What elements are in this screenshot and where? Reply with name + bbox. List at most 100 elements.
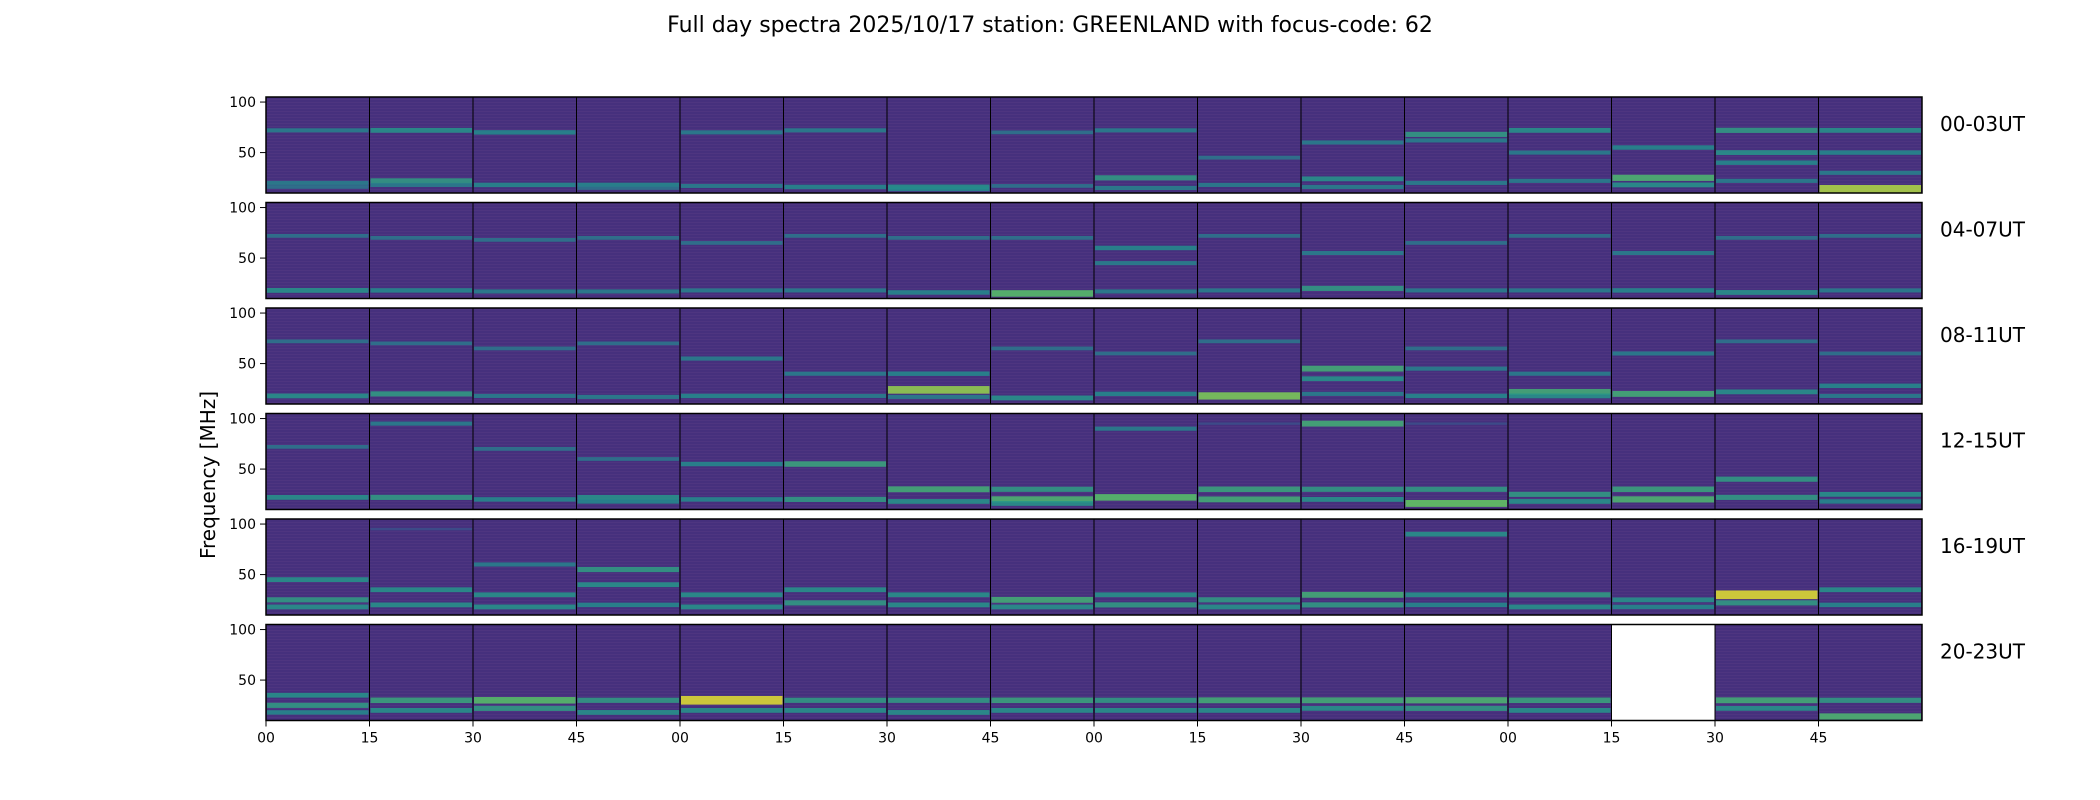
spectral-band — [784, 371, 886, 376]
spectral-band — [267, 233, 369, 238]
spectral-band — [1819, 697, 1921, 703]
spectral-band — [1095, 261, 1197, 266]
panel-texture — [473, 624, 577, 721]
spectral-band — [1509, 288, 1611, 293]
spectrum-panel — [1404, 202, 1508, 299]
spectrum-panel — [1714, 519, 1819, 615]
spectrum-panel — [679, 519, 784, 615]
spectral-band — [1612, 174, 1714, 181]
spectral-band — [1405, 241, 1507, 245]
panel-texture — [1715, 308, 1819, 404]
spectral-band — [1095, 391, 1197, 397]
spectral-band — [1302, 591, 1404, 598]
spectral-band — [1509, 491, 1611, 497]
spectral-band — [784, 600, 886, 606]
spectrum-panel — [990, 519, 1094, 615]
spectral-band — [267, 710, 369, 715]
spectrum-panel — [472, 97, 577, 193]
spectrum-panel — [576, 413, 680, 510]
spectral-band — [370, 391, 472, 397]
x-tick-label: 00 — [1499, 731, 1517, 747]
spectral-band — [784, 393, 886, 398]
spectrum-panel — [886, 519, 991, 615]
spectral-band — [1716, 590, 1818, 600]
panel-texture — [1197, 308, 1301, 404]
spectral-band — [1405, 131, 1507, 137]
spectral-band — [784, 707, 886, 713]
spectral-band — [474, 697, 576, 704]
spectrum-panel — [1818, 413, 1922, 510]
spectral-band — [1716, 476, 1818, 482]
spectral-band — [1198, 155, 1300, 160]
y-tick-label: 50 — [238, 251, 256, 267]
spectral-band — [1405, 422, 1507, 425]
spectrum-panel — [783, 202, 887, 299]
spectral-band — [1198, 496, 1300, 503]
spectral-band — [784, 461, 886, 467]
spectral-band — [991, 596, 1093, 603]
spectral-band — [888, 290, 990, 295]
y-tick-label: 100 — [229, 95, 256, 111]
spectral-band — [577, 494, 679, 500]
spectral-band — [370, 182, 472, 187]
spectrum-panel — [1611, 202, 1715, 299]
spectral-band — [1819, 170, 1921, 175]
y-tick-label: 50 — [238, 146, 256, 162]
spectral-band — [1405, 138, 1507, 143]
panel-texture — [266, 202, 370, 299]
spectrum-panel — [576, 202, 680, 299]
spectrum-panel — [576, 519, 680, 615]
spectral-band — [1716, 705, 1818, 711]
spectral-band — [991, 496, 1093, 503]
spectral-band — [1095, 351, 1197, 356]
row-frame — [265, 518, 1923, 616]
spectral-band — [1509, 592, 1611, 598]
spectral-band — [1405, 602, 1507, 608]
spectral-band — [1095, 426, 1197, 431]
spectral-band — [784, 184, 886, 190]
spectrum-panel — [1300, 519, 1405, 615]
spectral-band — [888, 697, 990, 703]
panel-texture — [783, 308, 887, 404]
spectral-band — [784, 288, 886, 293]
spectrum-panel — [1611, 519, 1715, 615]
spectrum-panel — [1197, 308, 1301, 404]
spectral-band — [1612, 390, 1714, 397]
y-tick-label: 50 — [238, 673, 256, 689]
spectral-band — [474, 497, 576, 502]
spectral-band — [991, 130, 1093, 135]
row-frame — [265, 201, 1923, 300]
panel-texture — [473, 97, 577, 193]
spectral-band — [1612, 604, 1714, 610]
panel-texture — [1404, 97, 1508, 193]
spectral-band — [1612, 288, 1714, 293]
panel-texture — [1818, 308, 1922, 404]
x-tick-label: 00 — [1085, 731, 1103, 747]
panel-texture — [990, 624, 1094, 721]
spectra-row: 100 50 08-11UT — [229, 306, 2026, 405]
spectral-band — [991, 486, 1093, 492]
spectral-band — [1509, 388, 1611, 395]
spectra-row: 100 50 04-07UT — [229, 201, 2026, 300]
spectral-band — [1819, 351, 1921, 356]
spectrum-panel — [265, 202, 370, 299]
spectrum-panel — [990, 202, 1094, 299]
spectral-band — [267, 185, 369, 189]
panel-texture — [990, 97, 1094, 193]
panel-texture — [473, 202, 577, 299]
spectrum-panel — [369, 519, 473, 615]
spectral-band — [1405, 705, 1507, 711]
spectral-band — [1095, 289, 1197, 294]
spectral-band — [1198, 707, 1300, 713]
spectral-band — [1302, 176, 1404, 182]
spectral-band — [577, 499, 679, 504]
spectral-band — [1819, 491, 1921, 497]
y-tick-label: 100 — [229, 306, 256, 322]
spectral-band — [1509, 127, 1611, 133]
panel-texture — [1404, 413, 1508, 510]
spectral-band — [1716, 600, 1818, 606]
panel-texture — [1818, 624, 1922, 721]
spectrum-panel — [1300, 624, 1405, 721]
spectral-band — [991, 697, 1093, 704]
spectral-band — [577, 697, 679, 703]
